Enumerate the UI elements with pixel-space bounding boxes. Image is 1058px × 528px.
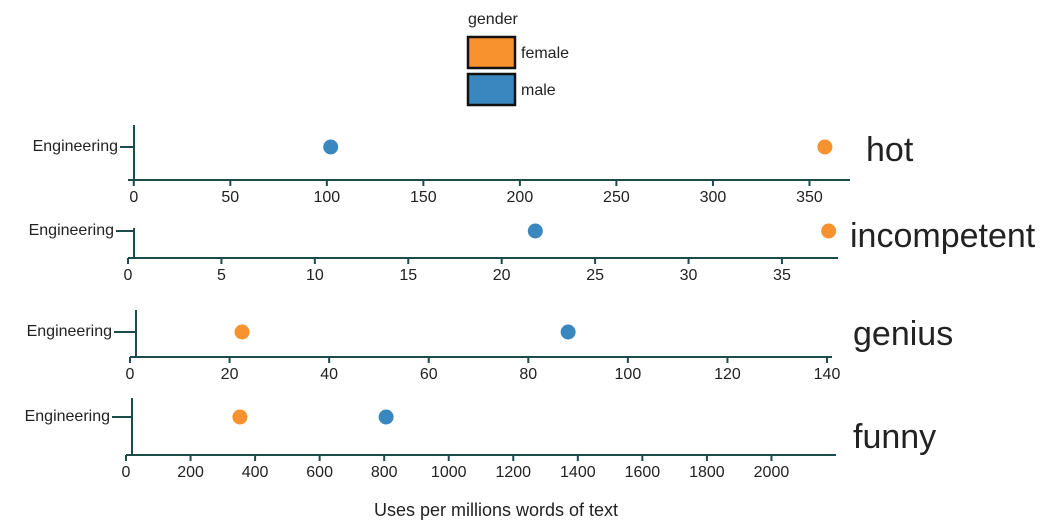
panel-label: genius bbox=[853, 315, 953, 353]
x-tick-label: 350 bbox=[796, 189, 823, 206]
dot bbox=[378, 409, 394, 425]
dot bbox=[817, 139, 833, 155]
x-tick-label: 0 bbox=[129, 189, 138, 206]
y-tick-label: Engineering bbox=[25, 408, 110, 425]
x-tick-label: 120 bbox=[714, 366, 741, 383]
legend-title: gender bbox=[468, 11, 518, 28]
x-tick-label: 0 bbox=[126, 366, 135, 383]
x-tick-label: 200 bbox=[507, 189, 534, 206]
x-tick-label: 80 bbox=[519, 366, 537, 383]
x-tick-label: 600 bbox=[306, 464, 333, 481]
x-tick-label: 1800 bbox=[689, 464, 725, 481]
y-tick-label: Engineering bbox=[29, 222, 114, 239]
x-tick-label: 140 bbox=[814, 366, 841, 383]
legend-swatch bbox=[466, 72, 517, 107]
x-tick-label: 100 bbox=[615, 366, 642, 383]
x-tick-label: 15 bbox=[399, 267, 417, 284]
dot bbox=[323, 139, 339, 155]
x-tick-label: 5 bbox=[217, 267, 226, 284]
x-axis-label: Uses per millions words of text bbox=[374, 500, 618, 520]
x-tick-label: 50 bbox=[221, 189, 239, 206]
dot bbox=[527, 223, 543, 239]
x-tick-label: 800 bbox=[371, 464, 398, 481]
dot bbox=[232, 409, 248, 425]
x-tick-label: 10 bbox=[306, 267, 324, 284]
x-tick-label: 250 bbox=[603, 189, 630, 206]
dot bbox=[234, 324, 250, 340]
x-tick-label: 20 bbox=[221, 366, 239, 383]
x-tick-label: 30 bbox=[680, 267, 698, 284]
x-tick-label: 2000 bbox=[754, 464, 790, 481]
x-tick-label: 300 bbox=[700, 189, 727, 206]
x-tick-label: 1400 bbox=[560, 464, 596, 481]
y-tick-label: Engineering bbox=[33, 138, 118, 155]
x-tick-label: 1000 bbox=[431, 464, 467, 481]
x-tick-label: 1200 bbox=[495, 464, 531, 481]
panel-label: incompetent bbox=[850, 217, 1036, 255]
x-tick-label: 100 bbox=[313, 189, 340, 206]
x-tick-label: 400 bbox=[242, 464, 269, 481]
panel-label: hot bbox=[866, 131, 914, 169]
legend-label: female bbox=[521, 45, 569, 62]
x-tick-label: 0 bbox=[122, 464, 131, 481]
x-tick-label: 60 bbox=[420, 366, 438, 383]
dot bbox=[821, 223, 837, 239]
legend-swatch bbox=[466, 35, 517, 70]
x-tick-label: 200 bbox=[177, 464, 204, 481]
x-tick-label: 1600 bbox=[625, 464, 661, 481]
legend-label: male bbox=[521, 82, 556, 99]
x-tick-label: 25 bbox=[586, 267, 604, 284]
panel-label: funny bbox=[853, 418, 936, 456]
y-tick-label: Engineering bbox=[27, 323, 112, 340]
x-tick-label: 20 bbox=[493, 267, 511, 284]
x-tick-label: 150 bbox=[410, 189, 437, 206]
x-tick-label: 0 bbox=[124, 267, 133, 284]
x-tick-label: 40 bbox=[320, 366, 338, 383]
x-tick-label: 35 bbox=[773, 267, 791, 284]
dot bbox=[560, 324, 576, 340]
